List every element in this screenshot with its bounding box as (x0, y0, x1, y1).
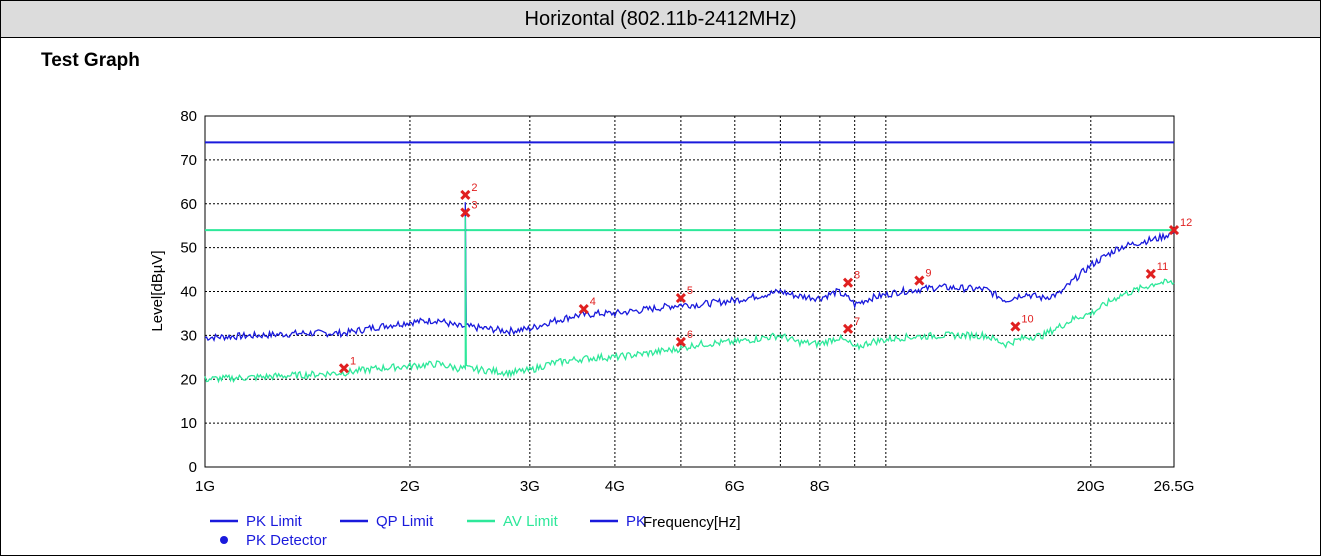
y-tick-label: 10 (180, 415, 197, 432)
x-tick-label: 8G (810, 478, 830, 495)
y-axis-label: Level[dBµV] (149, 250, 166, 331)
legend-item: PK Detector (220, 532, 327, 549)
legend-item: AV Limit (467, 513, 559, 530)
legend-item: PK (590, 513, 646, 530)
marker-cross (578, 303, 589, 315)
legend-label: AV Limit (503, 513, 559, 530)
marker-cross (675, 336, 686, 348)
marker-cross (675, 293, 686, 304)
y-tick-label: 20 (180, 371, 197, 388)
marker-label: 7 (854, 316, 860, 328)
marker-9: 9 (914, 268, 931, 286)
section-title: Test Graph (41, 50, 140, 71)
x-tick-label: 6G (725, 478, 745, 495)
marker-cross (338, 363, 350, 374)
marker-label: 10 (1021, 314, 1033, 326)
marker-label: 5 (687, 285, 693, 297)
marker-cross (1010, 321, 1021, 332)
marker-4: 4 (578, 296, 596, 315)
legend-label: QP Limit (376, 513, 434, 530)
marker-6: 6 (675, 329, 693, 348)
y-tick-label: 50 (180, 240, 197, 257)
marker-label: 3 (471, 200, 477, 212)
axes: 0 10 20 30 40 50 60 70 80 1G 2G 3G 4G 6G 8G 20G 26.5G (180, 108, 1194, 495)
legend-dot (220, 536, 228, 544)
x-axis-label: Frequency[Hz] (643, 514, 741, 531)
marker-cross (842, 323, 854, 334)
marker-cross (914, 275, 925, 286)
y-tick-label: 80 (180, 108, 197, 125)
x-tick-label: 1G (195, 478, 215, 495)
legend: PK Limit QP Limit AV Limit PK PK Detector (210, 513, 646, 549)
marker-label: 11 (1157, 261, 1168, 273)
x-tick-label: 20G (1077, 478, 1105, 495)
x-tick-label: 3G (520, 478, 540, 495)
x-tick-label: 2G (400, 478, 420, 495)
legend-label: PK Limit (246, 513, 303, 530)
y-tick-label: 30 (180, 327, 197, 344)
marker-cross (1145, 268, 1156, 280)
marker-cross (460, 189, 471, 201)
marker-label: 9 (925, 268, 931, 280)
series-line-av (204, 216, 1175, 384)
legend-label: PK Detector (246, 532, 327, 549)
marker-5: 5 (675, 285, 693, 304)
series-lines (204, 202, 1175, 384)
grid-lines (204, 115, 1175, 468)
y-tick-label: 70 (180, 152, 197, 169)
limit-lines (205, 141, 1174, 232)
y-tick-label: 60 (180, 196, 197, 213)
marker-1: 1 (338, 355, 356, 374)
x-tick-label: 26.5G (1154, 478, 1195, 495)
header-title: Horizontal (802.11b-2412MHz) (1, 1, 1320, 38)
marker-11: 11 (1145, 261, 1168, 280)
marker-label: 2 (471, 182, 477, 194)
legend-item: PK Limit (210, 513, 303, 530)
y-tick-label: 40 (180, 284, 197, 301)
marker-2: 2 (460, 182, 477, 201)
marker-label: 6 (687, 329, 693, 341)
marker-label: 1 (350, 355, 356, 367)
marker-10: 10 (1010, 314, 1034, 332)
x-tick-label: 4G (605, 478, 625, 495)
marker-7: 7 (842, 316, 860, 334)
marker-3: 3 (460, 200, 477, 218)
series-line-pk (204, 202, 1175, 343)
marker-label: 12 (1180, 217, 1192, 229)
marker-cross (842, 277, 854, 288)
marker-12: 12 (1168, 217, 1192, 236)
legend-label: PK (626, 513, 646, 530)
marker-cross (460, 207, 471, 218)
legend-item: QP Limit (340, 513, 434, 530)
marker-8: 8 (842, 270, 860, 288)
marker-label: 8 (854, 270, 860, 282)
marker-label: 4 (590, 296, 596, 308)
marker-cross (1168, 225, 1180, 236)
y-tick-label: 0 (189, 459, 197, 476)
